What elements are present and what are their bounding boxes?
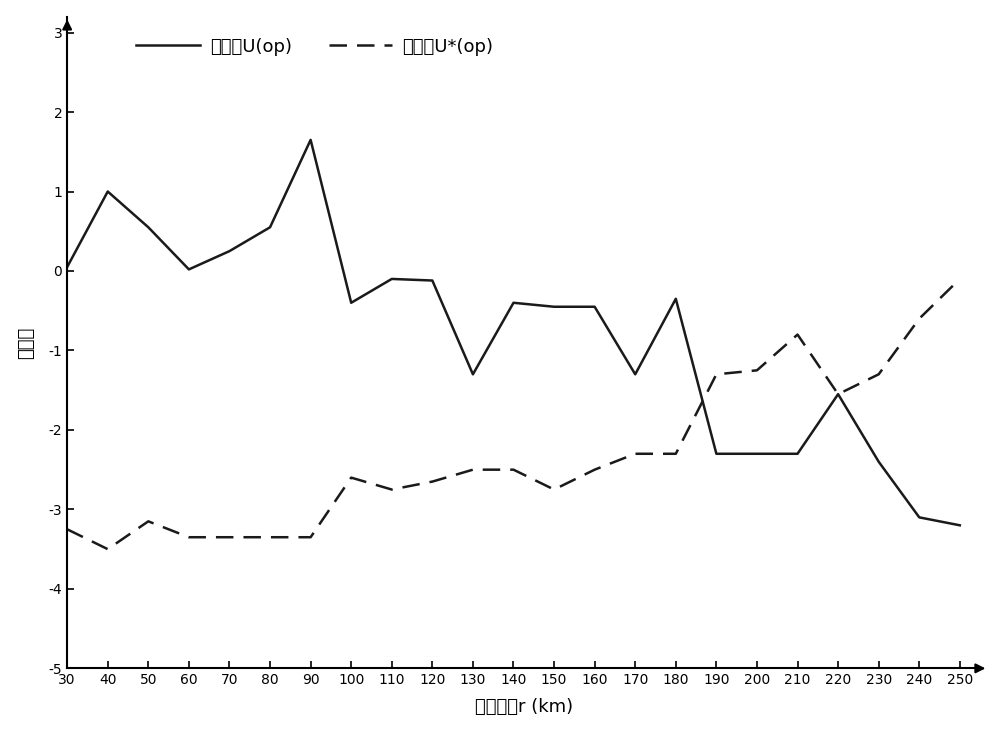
统计量U*(op) bbox=[629, 449, 641, 458]
统计量U(op) bbox=[873, 457, 885, 466]
统计量U*(op) bbox=[507, 465, 519, 474]
统计量U(op) bbox=[629, 370, 641, 379]
统计量U(op) bbox=[264, 223, 276, 232]
统计量U*(op) bbox=[345, 474, 357, 482]
统计量U(op) bbox=[61, 262, 73, 271]
统计量U(op) bbox=[142, 223, 154, 232]
统计量U*(op) bbox=[467, 465, 479, 474]
统计量U(op) bbox=[386, 275, 398, 284]
统计量U*(op) bbox=[832, 390, 844, 399]
统计量U*(op) bbox=[183, 533, 195, 542]
统计量U*(op) bbox=[386, 485, 398, 494]
统计量U*(op) bbox=[751, 366, 763, 375]
X-axis label: 空间尺度r (km): 空间尺度r (km) bbox=[475, 699, 573, 716]
统计量U(op) bbox=[345, 298, 357, 307]
统计量U*(op) bbox=[548, 485, 560, 494]
统计量U*(op) bbox=[792, 330, 804, 339]
统计量U(op) bbox=[954, 521, 966, 530]
Legend: 统计量U(op), 统计量U*(op): 统计量U(op), 统计量U*(op) bbox=[131, 32, 499, 61]
统计量U(op) bbox=[751, 449, 763, 458]
统计量U*(op) bbox=[142, 517, 154, 526]
统计量U*(op) bbox=[589, 465, 601, 474]
统计量U(op) bbox=[710, 449, 722, 458]
统计量U(op) bbox=[305, 136, 317, 144]
Line: 统计量U*(op): 统计量U*(op) bbox=[67, 279, 960, 549]
统计量U*(op) bbox=[102, 545, 114, 553]
统计量U(op) bbox=[223, 247, 235, 256]
Y-axis label: 统计値: 统计値 bbox=[17, 326, 35, 358]
统计量U(op) bbox=[670, 295, 682, 303]
统计量U(op) bbox=[507, 298, 519, 307]
统计量U(op) bbox=[792, 449, 804, 458]
统计量U(op) bbox=[426, 276, 438, 285]
统计量U(op) bbox=[102, 187, 114, 196]
统计量U(op) bbox=[913, 513, 925, 522]
统计量U*(op) bbox=[61, 525, 73, 534]
统计量U(op) bbox=[548, 302, 560, 311]
统计量U(op) bbox=[183, 265, 195, 274]
统计量U*(op) bbox=[305, 533, 317, 542]
统计量U(op) bbox=[589, 302, 601, 311]
统计量U*(op) bbox=[670, 449, 682, 458]
统计量U(op) bbox=[467, 370, 479, 379]
统计量U*(op) bbox=[426, 477, 438, 486]
统计量U*(op) bbox=[264, 533, 276, 542]
统计量U(op) bbox=[832, 390, 844, 399]
统计量U*(op) bbox=[913, 314, 925, 323]
统计量U*(op) bbox=[873, 370, 885, 379]
统计量U*(op) bbox=[710, 370, 722, 379]
统计量U*(op) bbox=[223, 533, 235, 542]
Line: 统计量U(op): 统计量U(op) bbox=[67, 140, 960, 526]
统计量U*(op) bbox=[954, 275, 966, 284]
